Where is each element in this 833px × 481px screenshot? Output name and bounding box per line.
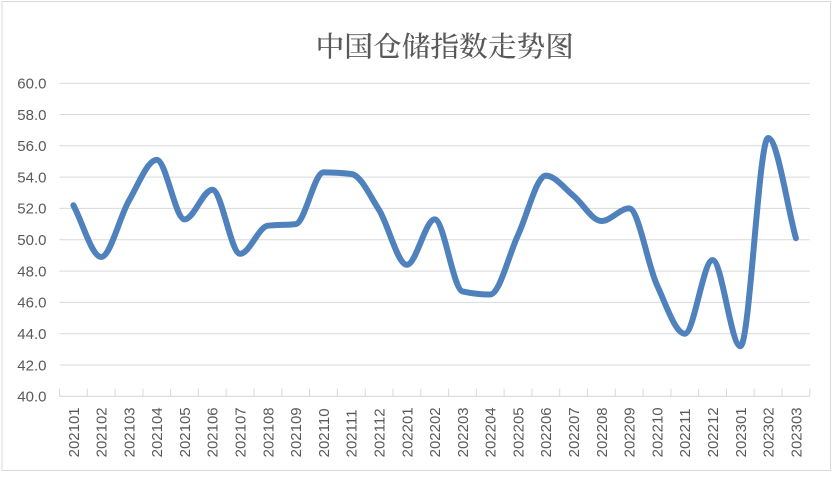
svg-text:202209: 202209 [622, 407, 639, 457]
svg-text:202107: 202107 [233, 407, 250, 457]
svg-text:202210: 202210 [649, 407, 666, 457]
svg-text:60.0: 60.0 [17, 76, 46, 93]
svg-text:202112: 202112 [372, 408, 389, 457]
svg-text:202212: 202212 [705, 407, 722, 457]
svg-text:202205: 202205 [510, 407, 527, 457]
svg-text:202103: 202103 [121, 407, 138, 457]
svg-text:202206: 202206 [538, 407, 555, 457]
svg-text:56.0: 56.0 [17, 138, 46, 155]
svg-text:202207: 202207 [566, 407, 583, 457]
svg-text:202302: 202302 [761, 407, 778, 457]
svg-text:202104: 202104 [149, 407, 166, 457]
svg-text:50.0: 50.0 [17, 232, 46, 249]
svg-text:54.0: 54.0 [17, 169, 46, 186]
svg-text:46.0: 46.0 [17, 295, 46, 312]
svg-text:202211: 202211 [677, 408, 694, 457]
svg-text:44.0: 44.0 [17, 326, 46, 343]
svg-text:42.0: 42.0 [17, 357, 46, 374]
svg-text:202203: 202203 [455, 407, 472, 457]
svg-text:202109: 202109 [288, 407, 305, 457]
svg-text:202301: 202301 [733, 407, 750, 457]
svg-text:58.0: 58.0 [17, 107, 46, 124]
svg-text:40.0: 40.0 [17, 389, 46, 406]
svg-text:202208: 202208 [594, 407, 611, 457]
svg-text:202108: 202108 [260, 407, 277, 457]
svg-text:202204: 202204 [483, 407, 500, 457]
svg-text:202110: 202110 [316, 408, 333, 457]
svg-text:202105: 202105 [177, 407, 194, 457]
svg-text:48.0: 48.0 [17, 263, 46, 280]
svg-text:202101: 202101 [66, 407, 83, 457]
svg-text:202303: 202303 [788, 407, 805, 457]
svg-text:202102: 202102 [94, 407, 111, 457]
svg-text:202106: 202106 [205, 407, 222, 457]
svg-text:202111: 202111 [344, 410, 361, 458]
svg-text:202202: 202202 [427, 407, 444, 457]
svg-text:202201: 202201 [399, 407, 416, 457]
svg-text:52.0: 52.0 [17, 201, 46, 218]
